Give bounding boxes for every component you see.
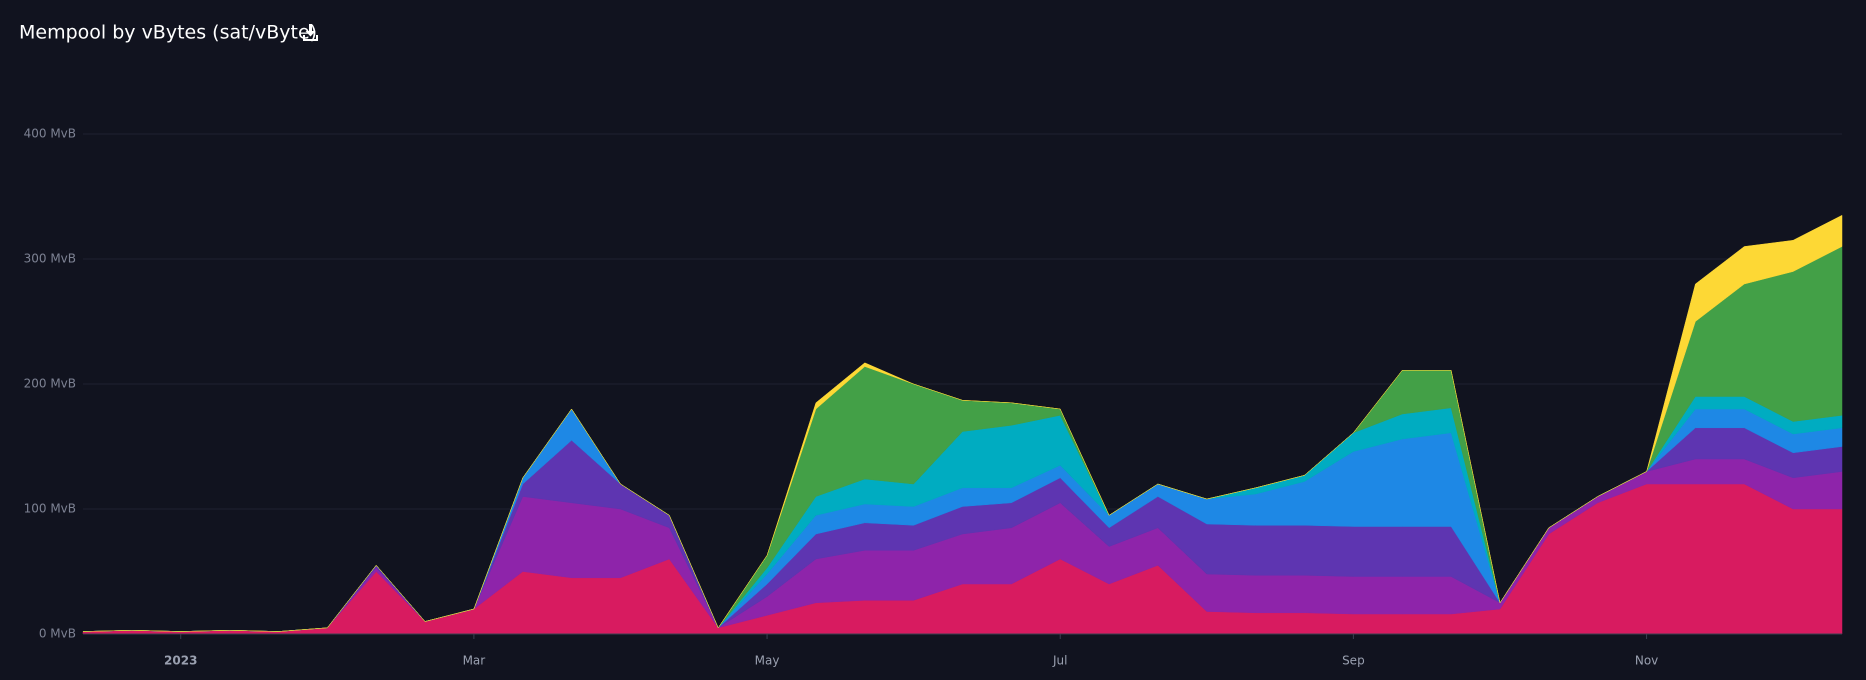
x-tick-label: May: [755, 654, 780, 668]
x-tick-label: Sep: [1342, 654, 1365, 668]
axes: 0 MvB 100 MvB 200 MvB 300 MvB 400 MvB 2023 Mar…: [24, 127, 1842, 668]
x-tick-label: Jul: [1052, 654, 1067, 668]
chart-title: Mempool by vBytes (sat/vByte): [19, 22, 317, 44]
y-tick-label: 400 MvB: [24, 127, 76, 141]
y-tick-label: 100 MvB: [24, 502, 76, 516]
download-icon-stem: [309, 24, 312, 33]
download-icon-arrow: [305, 31, 316, 37]
download-button[interactable]: [303, 24, 318, 41]
y-tick-label: 300 MvB: [24, 252, 76, 266]
y-tick-label: 200 MvB: [24, 377, 76, 391]
download-icon-tray: [303, 35, 318, 41]
x-tick-label: Mar: [463, 654, 486, 668]
x-tick-label: Nov: [1635, 654, 1658, 668]
area-series: [82, 215, 1843, 632]
y-tick-label: 0 MvB: [39, 627, 76, 641]
x-tick-label: 2023: [164, 654, 197, 668]
